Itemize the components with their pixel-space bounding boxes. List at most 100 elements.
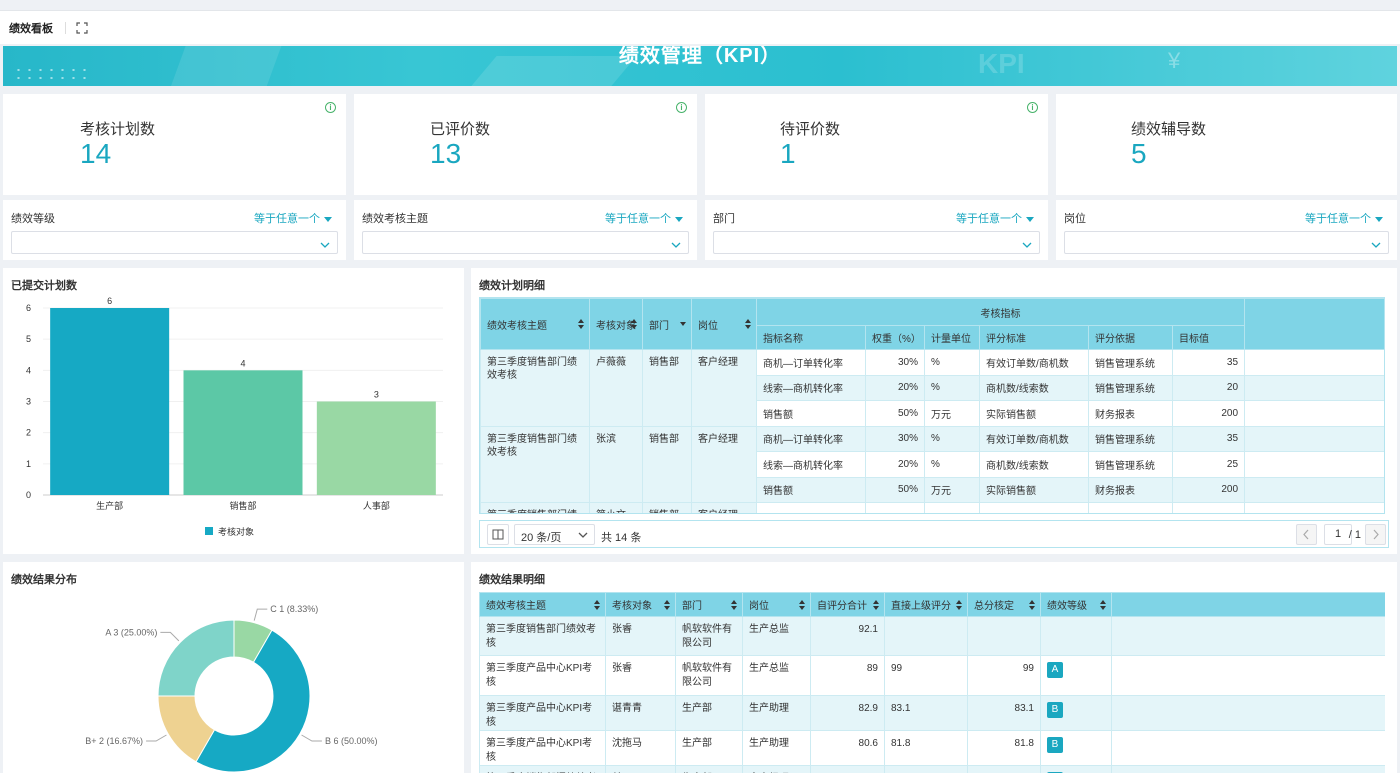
bar-data-label: 4 xyxy=(240,358,245,368)
page-size-select[interactable]: 20 条/页 xyxy=(514,524,595,545)
panel-title: 绩效结果明细 xyxy=(479,574,545,586)
filter-operator-dropdown[interactable]: 等于任意一个 xyxy=(254,210,332,226)
panel-title: 绩效结果分布 xyxy=(11,574,77,586)
col-header-result-0[interactable]: 绩效考核主题 xyxy=(479,592,606,617)
table-cell-self: 92.1 xyxy=(810,616,885,656)
info-icon[interactable]: i xyxy=(676,102,687,113)
info-icon[interactable]: i xyxy=(325,102,336,113)
table-cell-final: 81.8 xyxy=(967,730,1041,766)
col-header-result-5[interactable]: 直接上级评分 xyxy=(884,592,968,617)
col-header-result-2[interactable]: 部门 xyxy=(675,592,743,617)
col-header-post[interactable]: 岗位 xyxy=(691,298,757,350)
sort-icon[interactable] xyxy=(631,319,637,329)
filter-select[interactable] xyxy=(713,231,1040,254)
column-toggle-button[interactable] xyxy=(487,524,509,545)
dashboard-banner: 绩效管理（KPI） KPI ¥ xyxy=(3,46,1397,86)
sort-icon[interactable] xyxy=(664,599,670,610)
table-cell-basis: 财务报表 xyxy=(1088,400,1173,427)
table-cell-standard: 商机数/线索数 xyxy=(979,451,1089,478)
y-tick-label: 6 xyxy=(26,303,31,313)
info-icon[interactable]: i xyxy=(1027,102,1038,113)
bar-data-label: 6 xyxy=(107,296,112,306)
filter-grade: 绩效等级 等于任意一个 xyxy=(3,200,346,260)
legend-swatch[interactable] xyxy=(205,527,213,535)
filter-department: 部门 等于任意一个 xyxy=(705,200,1048,260)
sort-icon[interactable] xyxy=(578,319,584,329)
pie-slice-label: C 1 (8.33%) xyxy=(270,604,318,614)
sort-icon[interactable] xyxy=(594,599,600,610)
table-cell-dept: 帆软软件有限公司 xyxy=(675,655,743,696)
col-header-result-7[interactable]: 绩效等级 xyxy=(1040,592,1112,617)
table-cell-standard: 实际销售额 xyxy=(979,476,1089,503)
bar[interactable] xyxy=(316,401,436,496)
bar[interactable] xyxy=(50,308,170,495)
stat-value: 1 xyxy=(780,138,796,169)
pie-slice[interactable] xyxy=(195,629,311,773)
col-header-indicator-name: 指标名称 xyxy=(756,325,866,350)
filter-operator-dropdown[interactable]: 等于任意一个 xyxy=(1305,210,1383,226)
col-header-unit: 计量单位 xyxy=(924,325,980,350)
col-header-result-3[interactable]: 岗位 xyxy=(742,592,811,617)
col-header-dept[interactable]: 部门 xyxy=(642,298,692,350)
prev-page-button[interactable] xyxy=(1296,524,1317,545)
sort-icon[interactable] xyxy=(745,319,751,329)
page-number-input[interactable]: 1 xyxy=(1324,524,1352,545)
table-cell-standard: 商机数/线索数 xyxy=(979,374,1089,401)
legend-label[interactable]: 考核对象 xyxy=(218,526,254,537)
bar-chart-panel: 已提交计划数 0 1 2 3 4 5 6 6 生产部 4 销售部 3 人事部 考核对象 xyxy=(3,268,464,554)
col-header-theme[interactable]: 绩效考核主题 xyxy=(480,298,590,350)
table-row: 线索—商机转化率 20%% 商机数/线索数 销售管理系统 25 xyxy=(481,451,1384,478)
grade-badge: B xyxy=(1047,702,1063,718)
sort-icon[interactable] xyxy=(731,599,737,610)
table-cell-name: 商机—订单转化率 xyxy=(756,425,866,452)
table-cell-grade: A xyxy=(1040,655,1112,696)
col-header-result-6[interactable]: 总分核定 xyxy=(967,592,1041,617)
table-cell-self: 89 xyxy=(810,655,885,696)
filter-post: 岗位 等于任意一个 xyxy=(1056,200,1397,260)
fullscreen-icon[interactable] xyxy=(76,21,88,34)
col-header-result-1[interactable]: 考核对象 xyxy=(605,592,676,617)
caret-down-icon[interactable] xyxy=(680,322,686,326)
table-cell-boss: 99 xyxy=(884,655,968,696)
sort-icon[interactable] xyxy=(956,599,962,610)
table-cell-unit: % xyxy=(924,502,980,513)
filter-select[interactable] xyxy=(1064,231,1389,254)
table-cell-blank xyxy=(1111,765,1385,773)
table-cell-standard: 实际销售额 xyxy=(979,400,1089,427)
col-header-result-4[interactable]: 自评分合计 xyxy=(810,592,885,617)
table-cell-theme: 第三季度销售部门绩效考核 xyxy=(479,765,606,773)
col-header-blank xyxy=(1244,298,1384,350)
table-cell-standard: 有效订单数/商机数 xyxy=(979,349,1089,376)
col-header-target[interactable]: 考核对象 xyxy=(589,298,643,350)
table-cell-basis: 销售管理系统 xyxy=(1088,425,1173,452)
grade-badge: A xyxy=(1047,662,1063,678)
table-cell-goal: 200 xyxy=(1171,476,1246,503)
sort-icon[interactable] xyxy=(799,599,805,610)
next-page-button[interactable] xyxy=(1365,524,1386,545)
sort-icon[interactable] xyxy=(1029,599,1035,610)
result-table-viewport[interactable]: 绩效考核主题 考核对象 部门 岗位 自评分合计 直接上级评分 总分核定 绩效等级 第三季度销售… xyxy=(479,592,1385,773)
table-cell-basis: 销售管理系统 xyxy=(1088,349,1173,376)
col-header-label: 自评分合计 xyxy=(817,601,867,612)
filter-operator-dropdown[interactable]: 等于任意一个 xyxy=(956,210,1034,226)
filter-label: 岗位 xyxy=(1064,213,1086,225)
plan-table-viewport[interactable]: 绩效考核主题 考核对象 部门 岗位 考核指标 指标名称 权重（%） 计量单位 评… xyxy=(479,297,1385,514)
bar[interactable] xyxy=(183,370,303,495)
sort-icon[interactable] xyxy=(1100,599,1106,610)
pie-slice[interactable] xyxy=(157,619,235,697)
table-cell-goal: 35 xyxy=(1171,425,1246,452)
chevron-down-icon xyxy=(671,238,681,252)
filter-select[interactable] xyxy=(362,231,689,254)
table-cell-post: 生产总监 xyxy=(742,655,811,696)
sort-icon[interactable] xyxy=(873,599,879,610)
table-cell-post: 客户经理 xyxy=(691,349,757,427)
grade-badge: B xyxy=(1047,737,1063,753)
filter-operator-dropdown[interactable]: 等于任意一个 xyxy=(605,210,683,226)
col-header-label: 岗位 xyxy=(698,320,718,332)
filter-select[interactable] xyxy=(11,231,338,254)
caret-down-icon xyxy=(1375,216,1383,222)
tab-title[interactable]: 绩效看板 xyxy=(9,22,53,35)
caret-down-icon xyxy=(675,216,683,222)
y-tick-label: 1 xyxy=(26,459,31,469)
